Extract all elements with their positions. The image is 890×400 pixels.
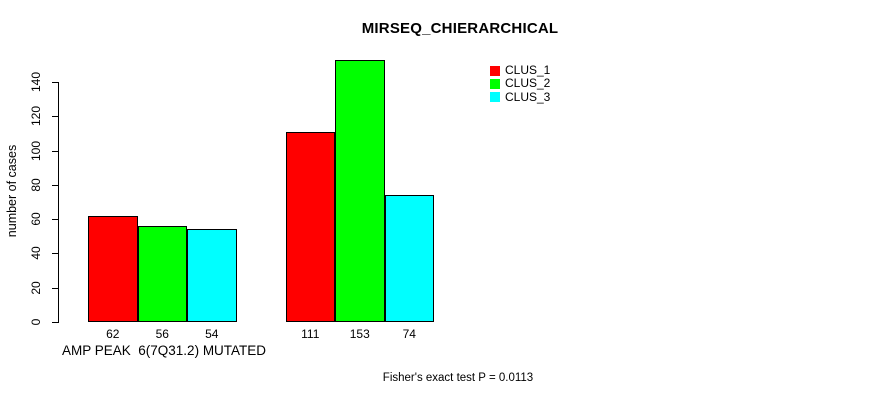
y-axis-tick-label: 60 [29, 212, 43, 226]
y-axis-tick [52, 322, 58, 323]
y-axis-line [58, 82, 59, 323]
group-label: AMP PEAK 6(7Q31.2) MUTATED [62, 343, 267, 358]
y-axis-tick-label: 120 [29, 106, 43, 127]
bar [137, 226, 187, 322]
bar-value-label: 62 [106, 327, 120, 341]
legend-row: CLUS_3 [490, 89, 551, 104]
y-axis-tick [52, 287, 58, 289]
y-axis-tick [52, 150, 58, 152]
legend-label: CLUS_2 [505, 76, 551, 91]
bar-value-label: 56 [155, 327, 169, 341]
chart-title: MIRSEQ_CHIERARCHICAL [361, 20, 559, 37]
y-axis-tick-label: 80 [29, 178, 43, 192]
bar-value-label: 54 [205, 327, 219, 341]
legend-label: CLUS_3 [505, 89, 551, 104]
bar [384, 195, 434, 322]
legend-swatch [490, 92, 500, 103]
bar-value-label: 74 [402, 327, 416, 341]
y-axis-tick [52, 184, 58, 186]
bar [187, 229, 237, 322]
bar-value-label: 153 [349, 327, 370, 341]
legend-row: CLUS_2 [490, 77, 550, 90]
y-axis-tick [52, 219, 58, 221]
y-axis-tick-label: 20 [29, 281, 43, 295]
y-axis-tick-label: 40 [29, 246, 43, 261]
y-axis-tick-label: 140 [29, 71, 43, 93]
legend-label: CLUS_1 [505, 63, 551, 77]
legend-swatch [490, 78, 500, 89]
legend: CLUS_1 CLUS_2 CLUS_3 [490, 64, 550, 104]
y-axis-tick [52, 82, 58, 83]
caption: Fisher's exact test P = 0.0113 [382, 372, 534, 384]
bar-value-label: 111 [301, 327, 320, 341]
y-axis-tick [52, 116, 58, 118]
legend-row: CLUS_1 [490, 64, 550, 77]
y-axis-tick-label: 0 [29, 318, 43, 326]
y-axis-tick-label: 100 [29, 140, 43, 161]
bar [88, 215, 138, 322]
y-axis-tick [52, 253, 58, 255]
bar [285, 131, 335, 322]
bar [335, 59, 385, 322]
legend-swatch [490, 65, 500, 76]
